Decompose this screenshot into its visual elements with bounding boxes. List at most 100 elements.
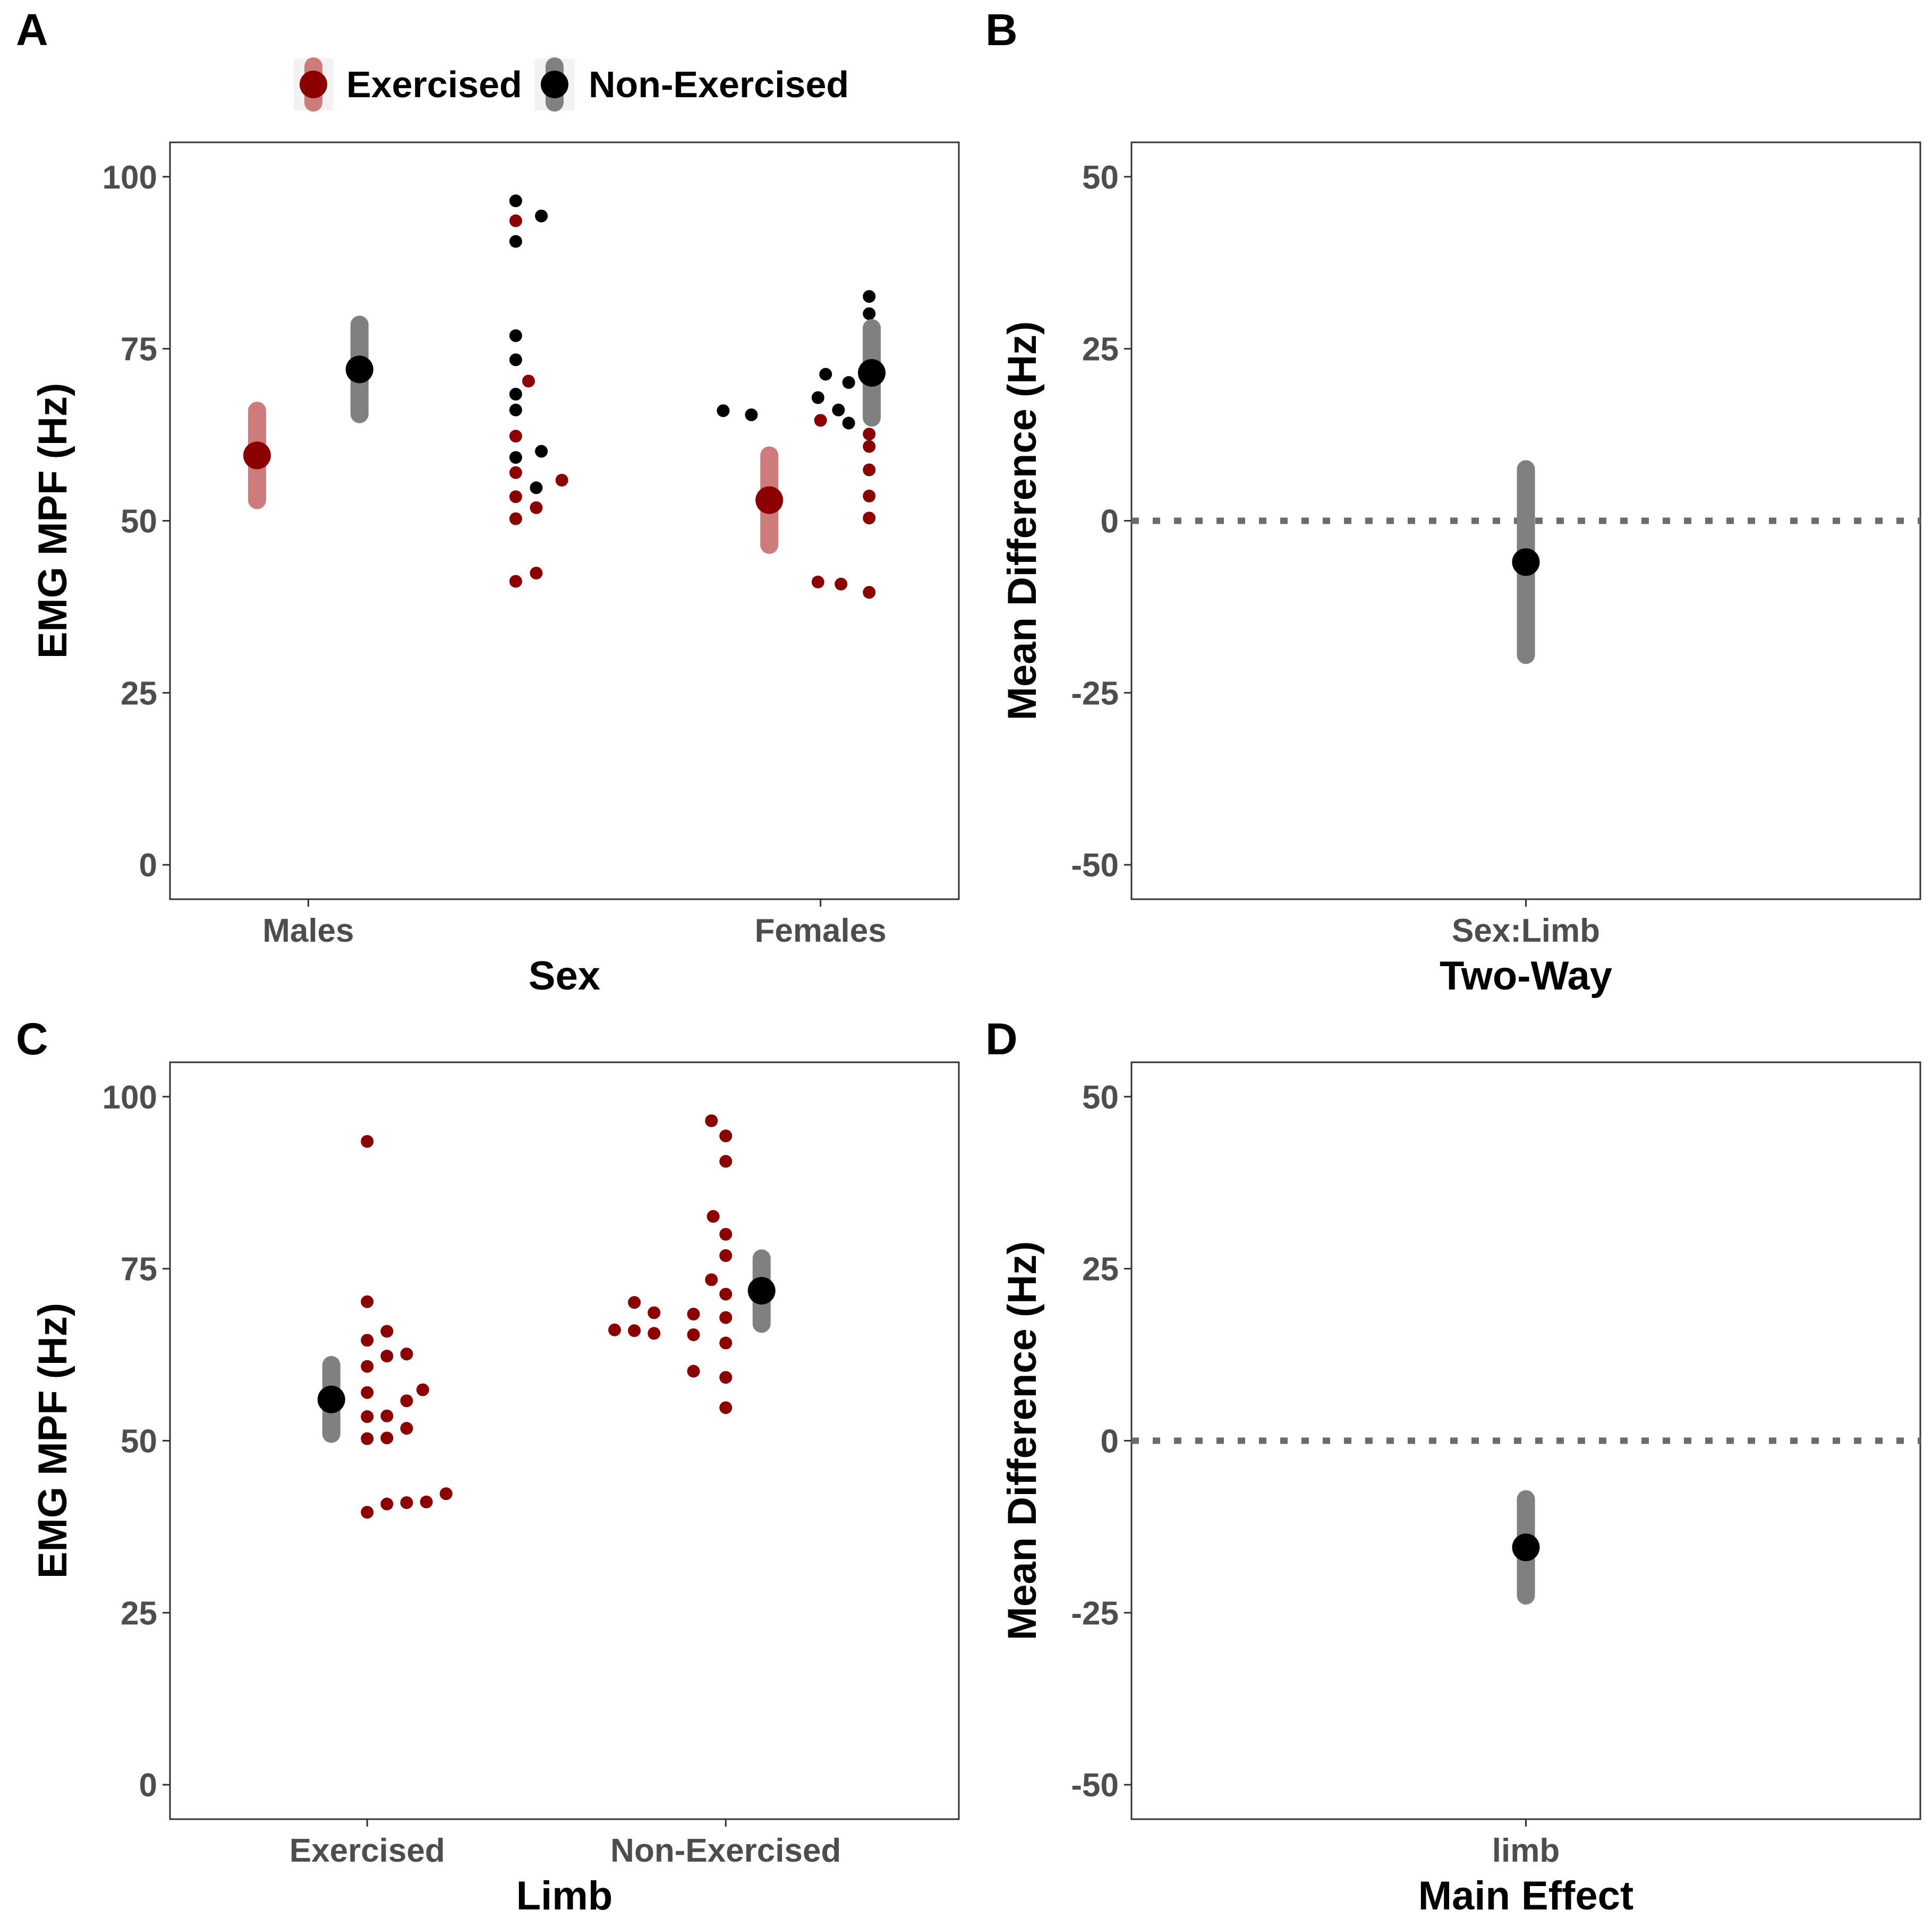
panel-a-data-point-non-exercised bbox=[509, 329, 522, 343]
panel-c-data-point-exercised bbox=[380, 1431, 394, 1445]
panel-d-ytick-label: 0 bbox=[1101, 1423, 1119, 1460]
panel-c-data-point-exercised bbox=[420, 1495, 433, 1508]
panel-b-xtick-label-sex-limb: Sex:Limb bbox=[1452, 912, 1600, 949]
panel-a-data-point-non-exercised bbox=[509, 451, 522, 464]
panel-a-mean-point-males-non-exercised bbox=[345, 355, 373, 383]
panel-c-data-point-exercised bbox=[439, 1487, 453, 1500]
panel-a-mean-point-females-exercised bbox=[755, 486, 784, 514]
panel-c-data-point-exercised bbox=[687, 1328, 700, 1341]
panel-c-data-point-exercised bbox=[361, 1334, 374, 1347]
panel-c-data-point-exercised bbox=[361, 1506, 374, 1519]
panel-a-frame bbox=[169, 141, 960, 900]
panel-a-data-point-non-exercised bbox=[535, 209, 548, 223]
panel-c-data-point-exercised bbox=[361, 1432, 374, 1445]
panel-a-data-point-exercised bbox=[509, 466, 522, 479]
panel-a-data-point-exercised bbox=[509, 512, 522, 525]
panel-c-data-point-exercised bbox=[687, 1308, 700, 1321]
panel-a-data-point-exercised bbox=[530, 501, 543, 514]
panel-c-data-point-exercised bbox=[707, 1210, 720, 1223]
panel-a-xtick-label-males: Males bbox=[262, 912, 354, 949]
panel-c-data-point-exercised bbox=[719, 1311, 733, 1324]
panel-c-frame bbox=[169, 1061, 960, 1820]
panel-a-data-point-exercised bbox=[555, 474, 568, 487]
panel-c-data-point-exercised bbox=[361, 1360, 374, 1373]
panel-d-ytick-label: -25 bbox=[1071, 1595, 1119, 1632]
panel-b-ytick-label: -25 bbox=[1071, 675, 1119, 712]
panel-c-data-point-exercised bbox=[628, 1324, 641, 1337]
panel-a-data-point-exercised bbox=[811, 575, 824, 589]
legend-non-exercised-point-swatch bbox=[541, 71, 568, 98]
panel-c-data-point-exercised bbox=[719, 1227, 733, 1241]
panel-a-xtick-label-females: Females bbox=[755, 912, 887, 949]
panel-c-data-point-exercised bbox=[361, 1135, 374, 1148]
panel-a-y-axis-title: EMG MPF (Hz) bbox=[30, 383, 75, 659]
panel-c-data-point-exercised bbox=[400, 1347, 413, 1361]
panel-a-ytick-label: 0 bbox=[139, 847, 157, 884]
panel-a-data-point-non-exercised bbox=[811, 391, 824, 404]
panel-a-data-point-exercised bbox=[814, 414, 827, 427]
panel-c-data-point-exercised bbox=[705, 1114, 718, 1128]
panel-a-data-point-non-exercised bbox=[509, 403, 522, 416]
panel-c-data-point-exercised bbox=[361, 1295, 374, 1308]
panel-a-data-point-non-exercised bbox=[863, 307, 876, 320]
panel-c-xtick-label-non-exercised: Non-Exercised bbox=[610, 1832, 841, 1869]
panel-a-data-point-non-exercised bbox=[530, 481, 543, 494]
panel-a-data-point-exercised bbox=[835, 577, 848, 591]
panel-c-mean-point-exercised bbox=[317, 1385, 345, 1413]
panel-c-data-point-exercised bbox=[719, 1336, 733, 1350]
panel-c-ytick-label: 0 bbox=[139, 1767, 157, 1804]
panel-b-ytick-label: 50 bbox=[1082, 159, 1119, 196]
panel-c-data-point-exercised bbox=[400, 1422, 413, 1435]
panel-a-data-point-exercised bbox=[863, 586, 876, 599]
panel-a-data-point-non-exercised bbox=[863, 290, 876, 303]
panel-b-y-axis-title: Mean Difference (Hz) bbox=[1000, 321, 1045, 721]
panel-c-ytick-label: 50 bbox=[121, 1423, 157, 1460]
panel-a-data-point-non-exercised bbox=[842, 376, 855, 389]
panel-c-data-point-exercised bbox=[628, 1296, 641, 1309]
panel-a: 0 25 50 75 100 Males Females Sex EMG MPF (Hz) bbox=[30, 141, 960, 999]
panel-c-data-point-exercised bbox=[361, 1386, 374, 1399]
panel-a-data-point-non-exercised bbox=[717, 404, 730, 417]
panel-a-data-point-exercised bbox=[522, 374, 535, 388]
panel-a-data-point-non-exercised bbox=[832, 403, 845, 416]
panel-c-xtick-label-exercised: Exercised bbox=[290, 1832, 445, 1869]
panel-d-ytick-label: -50 bbox=[1071, 1767, 1119, 1804]
panel-a-data-point-exercised bbox=[509, 490, 522, 504]
panel-c-ytick-label: 25 bbox=[121, 1595, 157, 1632]
panel-d-x-axis-title: Main Effect bbox=[1418, 1873, 1633, 1918]
panel-a-data-point-non-exercised bbox=[509, 235, 522, 248]
panel-letter-a: A bbox=[16, 5, 48, 55]
panel-b-mean-point-sex-limb bbox=[1512, 548, 1540, 576]
panel-a-x-axis-title: Sex bbox=[529, 953, 600, 999]
panel-a-mean-point-females-non-exercised bbox=[858, 359, 886, 387]
panel-a-ytick-label: 25 bbox=[121, 675, 157, 712]
panel-a-ytick-label: 50 bbox=[121, 504, 157, 540]
panel-a-data-point-non-exercised bbox=[535, 445, 548, 458]
panel-c-data-point-exercised bbox=[705, 1273, 718, 1286]
panel-c-data-point-exercised bbox=[380, 1325, 394, 1338]
panel-c-data-point-exercised bbox=[400, 1496, 413, 1509]
panel-letter-d: D bbox=[985, 1014, 1018, 1064]
panel-b-ytick-label: 0 bbox=[1101, 504, 1119, 540]
panel-b-ytick-label: 25 bbox=[1082, 331, 1119, 368]
panel-a-data-point-non-exercised bbox=[842, 416, 855, 430]
panel-d: -50 -25 0 25 50 limb Main Effect Mean Differenc… bbox=[1000, 1061, 1921, 1918]
panel-a-data-point-exercised bbox=[509, 430, 522, 443]
panel-c-data-point-exercised bbox=[719, 1129, 733, 1142]
panel-letter-b: B bbox=[985, 5, 1018, 55]
panel-c-x-axis-title: Limb bbox=[516, 1873, 613, 1918]
panel-a-data-point-non-exercised bbox=[509, 388, 522, 401]
panel-a-data-point-exercised bbox=[863, 489, 876, 502]
legend-item-exercised: Exercised bbox=[294, 57, 522, 112]
panel-a-data-point-exercised bbox=[863, 440, 876, 453]
panel-a-data-point-non-exercised bbox=[745, 408, 758, 421]
panel-c-data-point-exercised bbox=[719, 1371, 733, 1384]
panel-c-data-point-exercised bbox=[648, 1327, 661, 1340]
panel-a-data-point-exercised bbox=[509, 575, 522, 588]
legend-exercised-label: Exercised bbox=[346, 64, 522, 105]
panel-d-frame bbox=[1130, 1061, 1921, 1820]
panel-d-mean-point-limb bbox=[1512, 1533, 1540, 1562]
legend-exercised-point-swatch bbox=[300, 71, 327, 98]
panel-c-data-point-exercised bbox=[416, 1383, 429, 1396]
